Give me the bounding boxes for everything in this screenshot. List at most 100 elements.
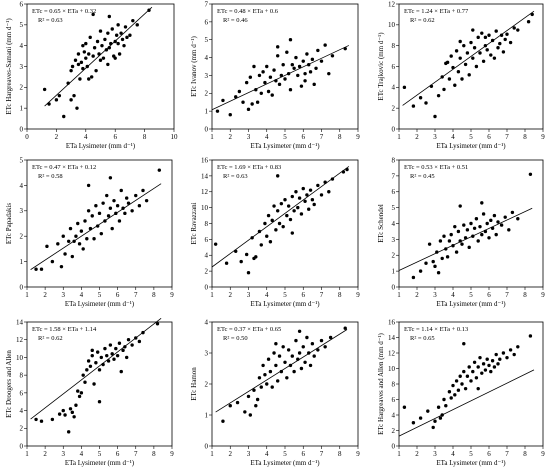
data-point — [266, 213, 271, 218]
regression-line — [398, 369, 535, 437]
data-point — [498, 41, 502, 46]
y-tick-label: 3 — [205, 72, 209, 80]
r-squared-label: R² = 0.58 — [38, 173, 63, 180]
data-point — [77, 242, 82, 246]
data-point — [261, 70, 265, 74]
data-point — [50, 259, 55, 264]
data-point — [155, 322, 160, 326]
x-tick-label: 2 — [229, 133, 233, 141]
x-axis-title: ETa Lysimeter (mm d⁻¹) — [250, 300, 320, 308]
data-point — [85, 368, 89, 372]
data-point — [105, 193, 109, 198]
data-point — [411, 421, 416, 425]
y-tick-label: 10 — [388, 21, 396, 29]
data-point — [100, 43, 104, 48]
data-point — [305, 193, 309, 197]
data-point — [99, 231, 104, 236]
data-point — [458, 39, 462, 44]
data-point — [296, 205, 300, 210]
data-point — [431, 259, 435, 264]
data-point — [117, 52, 122, 56]
data-point — [505, 355, 509, 360]
data-point — [496, 362, 500, 366]
data-point — [265, 234, 269, 238]
data-point — [292, 369, 296, 374]
x-tick-label: 8 — [523, 133, 527, 141]
data-point — [476, 35, 480, 40]
data-point — [442, 397, 446, 402]
data-point — [469, 221, 473, 226]
data-point — [279, 73, 284, 78]
x-tick-label: 8 — [523, 291, 527, 299]
data-point — [463, 62, 468, 67]
x-tick-label: 1 — [397, 450, 401, 458]
data-point — [499, 223, 504, 227]
data-point — [81, 373, 85, 377]
data-point — [137, 204, 142, 208]
y-tick-label: 2 — [20, 84, 24, 92]
y-tick-label: 8 — [392, 380, 396, 388]
data-point — [508, 40, 513, 45]
data-point — [290, 231, 294, 235]
data-point — [305, 335, 309, 340]
data-point — [243, 410, 247, 414]
data-point — [234, 95, 238, 99]
data-point — [76, 52, 81, 56]
data-point — [516, 345, 520, 349]
y-tick-label: 1 — [205, 108, 209, 116]
data-point — [508, 348, 513, 352]
y-tick-label: 12 — [16, 336, 24, 344]
y-tick-label: 0 — [205, 283, 209, 291]
y-tick-label: 3 — [205, 349, 209, 357]
data-point — [503, 215, 507, 219]
data-point — [445, 60, 450, 65]
x-tick-label: 1 — [397, 133, 401, 141]
data-point — [492, 213, 497, 218]
x-tick-label: 5 — [98, 291, 102, 299]
data-point — [263, 221, 267, 226]
data-point — [418, 416, 423, 420]
x-tick-label: 2 — [55, 133, 59, 141]
data-point — [305, 52, 309, 56]
data-point — [303, 71, 307, 76]
data-point — [299, 84, 304, 88]
data-point — [134, 336, 138, 340]
data-point — [106, 214, 111, 218]
data-point — [221, 419, 225, 423]
data-point — [121, 348, 125, 353]
data-point — [490, 38, 495, 43]
y-axis-title: ETc Hargreaves-Samani (mm d⁻¹) — [5, 18, 13, 115]
data-point — [265, 382, 269, 386]
data-point — [501, 50, 506, 54]
data-point — [471, 28, 475, 32]
data-point — [108, 343, 113, 347]
data-point — [327, 71, 331, 76]
data-point — [110, 352, 114, 356]
data-point — [460, 382, 464, 386]
data-point — [330, 54, 335, 58]
x-tick-label: 2 — [415, 133, 419, 141]
x-tick-label: 5 — [98, 450, 102, 458]
data-point — [57, 93, 62, 98]
x-tick-label: 9 — [541, 133, 545, 141]
data-point — [489, 369, 493, 374]
data-point — [440, 256, 444, 261]
data-point — [106, 62, 110, 67]
data-point — [490, 359, 495, 363]
data-point — [109, 41, 113, 46]
data-point — [277, 221, 282, 226]
data-point — [45, 244, 49, 249]
x-tick-label: 4 — [80, 291, 84, 299]
data-point — [39, 419, 44, 423]
data-point — [270, 93, 274, 97]
data-point — [288, 217, 293, 222]
data-point — [235, 400, 240, 405]
data-point — [297, 196, 302, 200]
data-point — [281, 63, 285, 67]
data-point — [89, 75, 94, 79]
x-tick-label: 2 — [43, 291, 47, 299]
regression-equation: ETc = 1.58 × ETa + 1.14 — [32, 326, 97, 333]
data-point — [492, 56, 497, 60]
data-point — [131, 18, 135, 23]
